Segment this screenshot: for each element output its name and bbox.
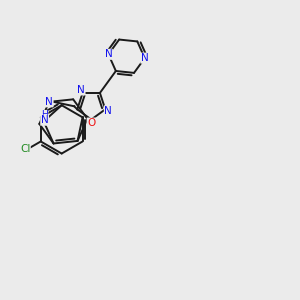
Text: N: N	[104, 106, 112, 116]
Text: O: O	[87, 118, 95, 128]
Text: N: N	[105, 49, 112, 59]
Text: N: N	[41, 115, 49, 125]
Text: N: N	[141, 53, 148, 63]
Text: N: N	[45, 97, 53, 107]
Text: Cl: Cl	[20, 144, 30, 154]
Text: H: H	[41, 110, 48, 119]
Text: N: N	[77, 85, 85, 95]
